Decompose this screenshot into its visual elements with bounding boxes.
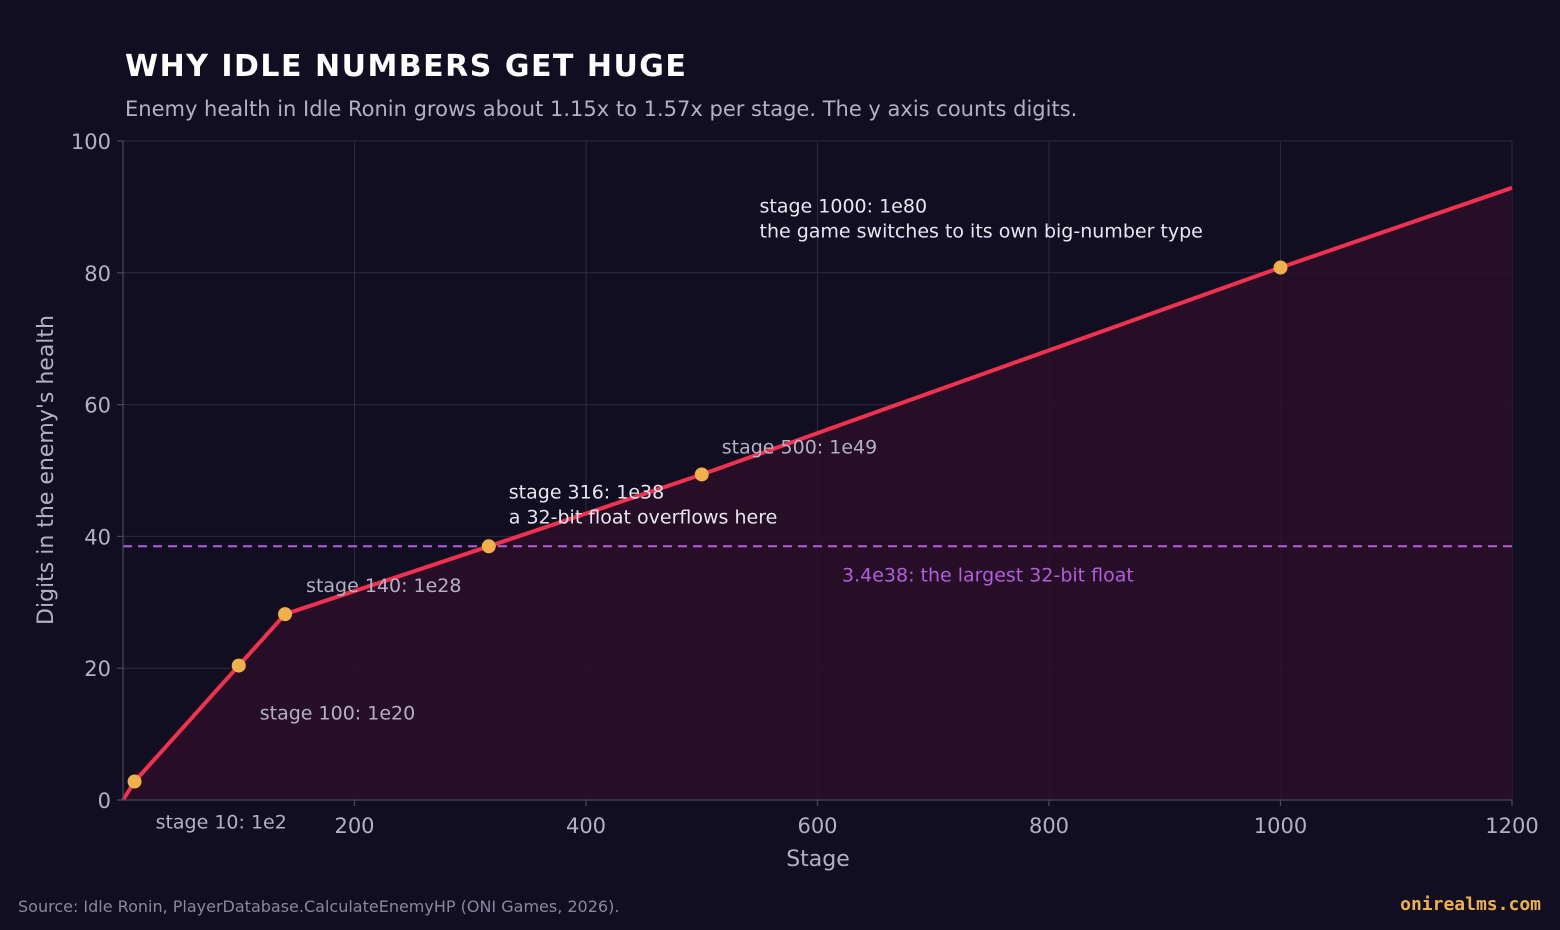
data-point-marker	[481, 539, 496, 554]
y-tick-label: 20	[84, 657, 111, 681]
y-tick-label: 100	[71, 130, 111, 154]
x-tick-label: 1200	[1485, 814, 1538, 838]
x-tick-label: 800	[1029, 814, 1069, 838]
point-label: stage 140: 1e28	[306, 575, 461, 597]
chart-title: WHY IDLE NUMBERS GET HUGE	[125, 49, 687, 84]
x-tick-label: 1000	[1254, 814, 1307, 838]
tick-labels: 200 400 600 800 1000 1200 0 20 40 60 80 100	[71, 130, 1539, 838]
y-tick-label: 40	[84, 525, 111, 549]
point-label: stage 10: 1e2	[156, 812, 287, 834]
y-tick-label: 0	[98, 789, 111, 813]
point-label: stage 500: 1e49	[722, 436, 877, 458]
y-tick-label: 80	[84, 262, 111, 286]
y-tick-label: 60	[84, 394, 111, 418]
x-tick-label: 400	[566, 814, 606, 838]
x-axis-label: Stage	[786, 847, 850, 872]
x-tick-label: 200	[334, 814, 374, 838]
y-axis-label: Digits in the enemy's health	[34, 315, 59, 625]
point-note: a 32-bit float overflows here	[509, 506, 778, 528]
source-note: Source: Idle Ronin, PlayerDatabase.Calcu…	[18, 897, 619, 916]
x-tick-label: 600	[797, 814, 837, 838]
area-fill	[123, 187, 1512, 801]
data-points	[127, 260, 1288, 789]
brand-link[interactable]: onirealms.com	[1400, 894, 1541, 915]
annotations: stage 10: 1e2 stage 100: 1e20 stage 140: 1…	[156, 196, 1203, 834]
chart-subtitle: Enemy health in Idle Ronin grows about 1…	[125, 97, 1077, 121]
data-point-marker	[694, 467, 709, 482]
data-point-marker	[127, 774, 142, 789]
point-label: stage 316: 1e38	[509, 481, 664, 503]
point-label: stage 100: 1e20	[260, 703, 415, 725]
reference-line-label: 3.4e38: the largest 32-bit float	[842, 564, 1134, 586]
data-point-marker	[231, 658, 246, 673]
data-point-marker	[278, 607, 293, 622]
data-point-marker	[1273, 260, 1288, 275]
point-label: stage 1000: 1e80	[760, 196, 928, 218]
series-line	[121, 185, 1513, 802]
point-note: the game switches to its own big-number …	[760, 221, 1203, 243]
